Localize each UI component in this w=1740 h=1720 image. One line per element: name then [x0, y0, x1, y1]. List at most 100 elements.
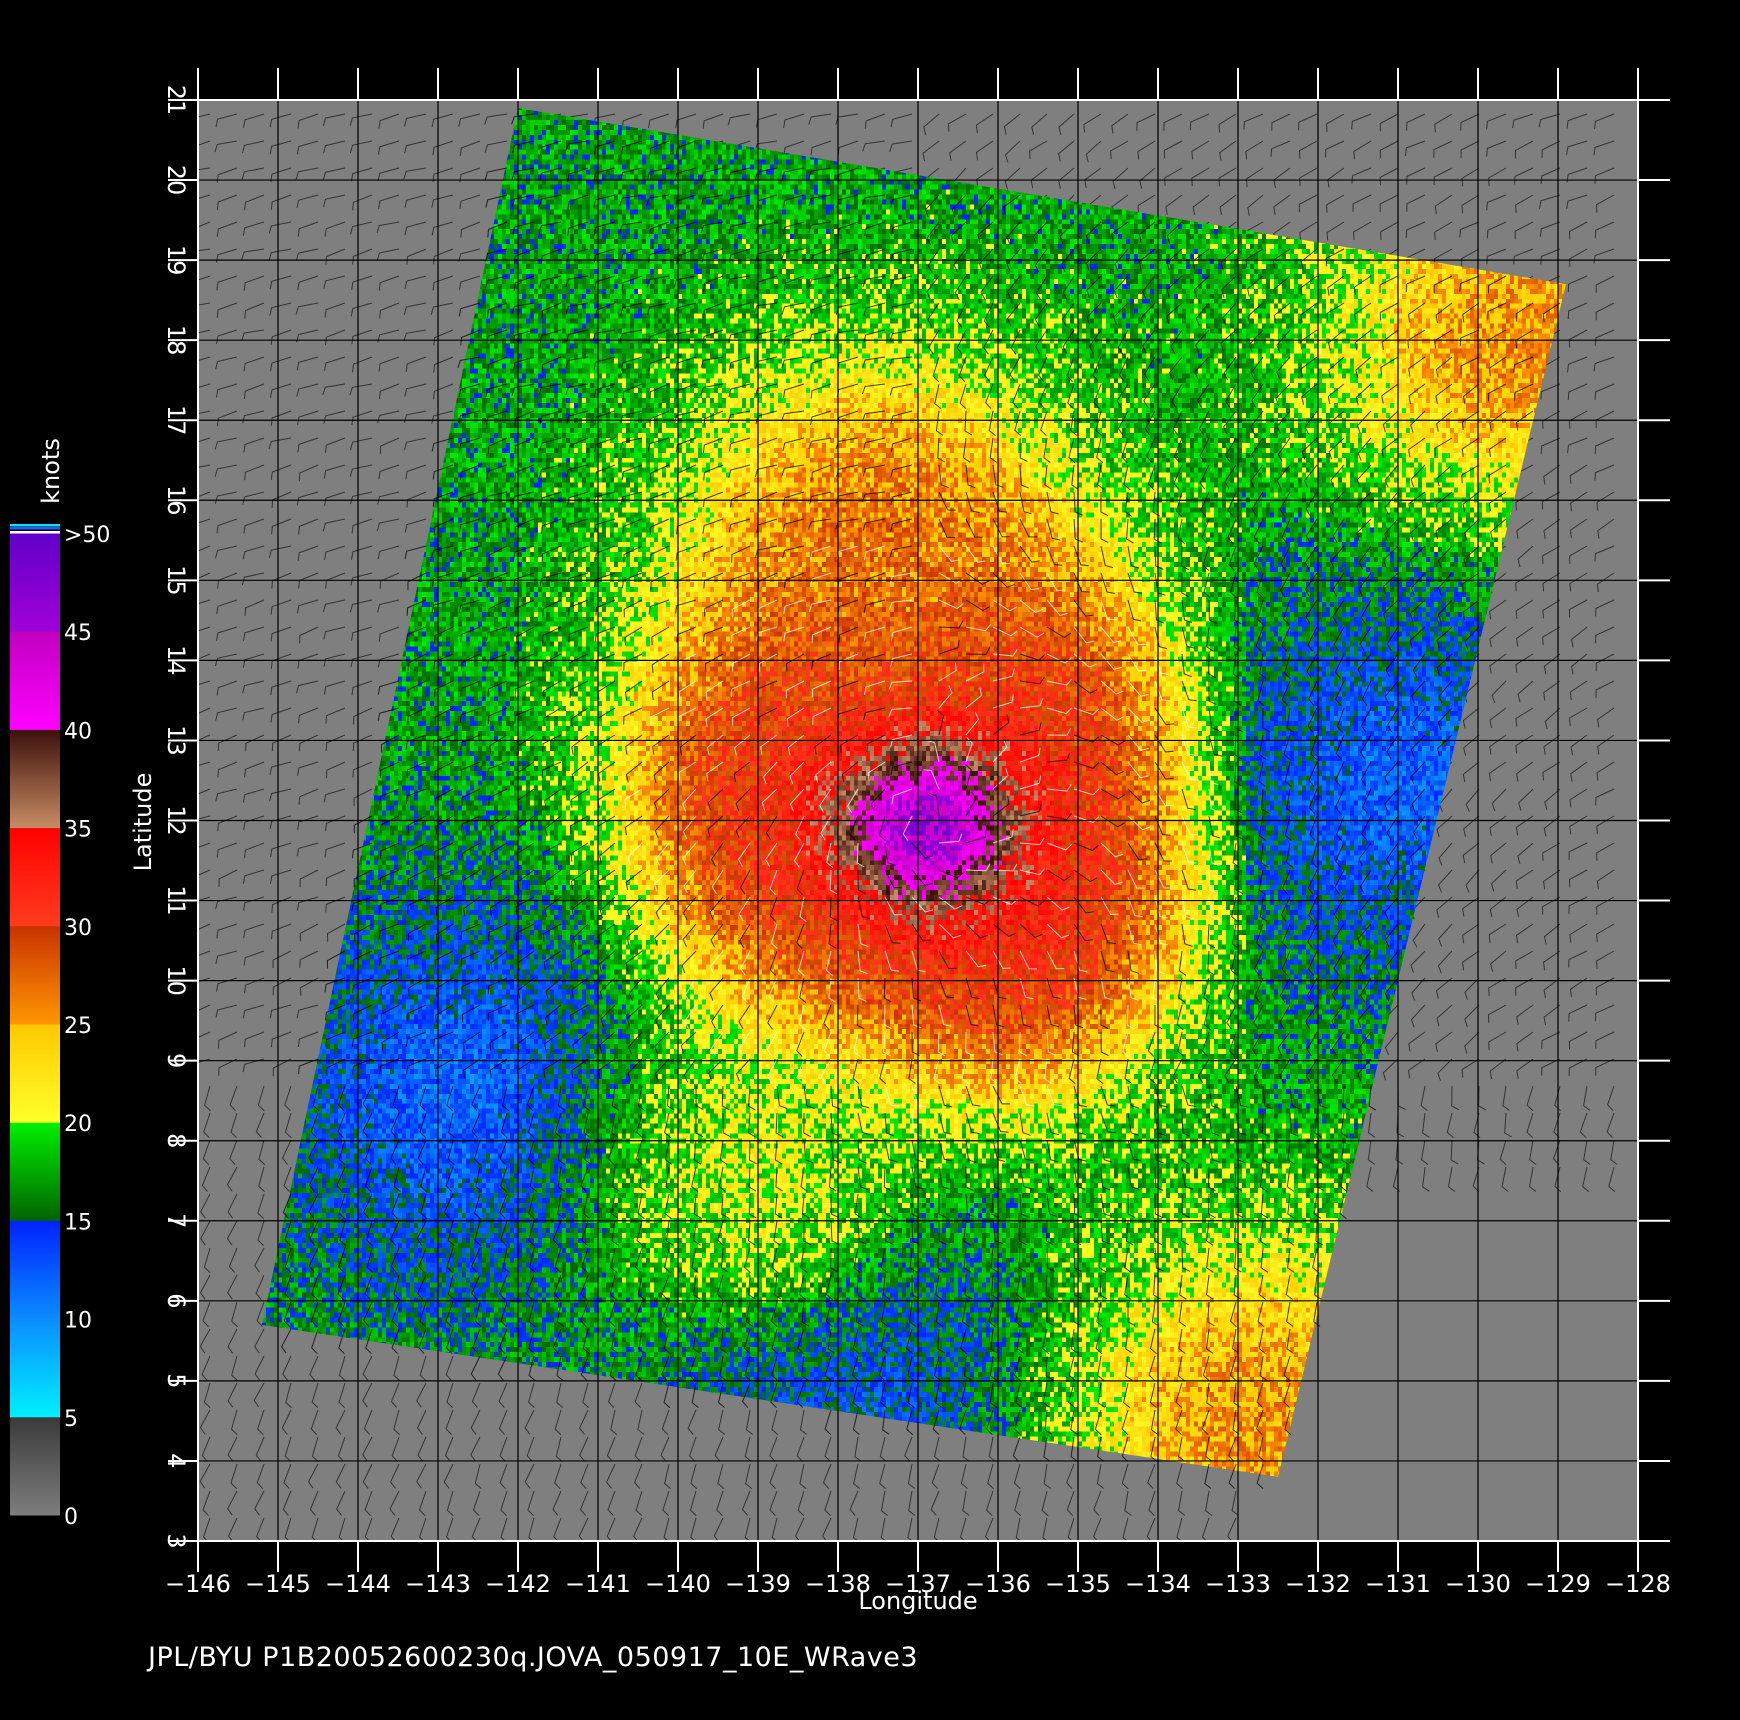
- wind-barb: [956, 302, 967, 328]
- wind-barb: [1096, 1058, 1104, 1084]
- wind-barb: [890, 734, 913, 748]
- wind-barb: [1255, 626, 1264, 652]
- wind-barb: [1124, 1490, 1132, 1516]
- wind-barb: [405, 1031, 427, 1048]
- wind-barb: [407, 869, 427, 888]
- wind-barb: [738, 1031, 751, 1056]
- wind-barb: [1061, 248, 1075, 273]
- wind-barb: [1073, 707, 1100, 716]
- wind-barb: [1608, 1166, 1616, 1193]
- wind-barb: [1286, 788, 1294, 814]
- wind-barb: [1332, 923, 1345, 948]
- wind-barb: [938, 1004, 952, 1027]
- wind-barb: [611, 1328, 619, 1354]
- wind-barb: [338, 1355, 346, 1382]
- wind-barb: [539, 572, 562, 587]
- wind-barb: [1181, 599, 1193, 624]
- wind-barb: [1301, 383, 1318, 405]
- wind-barb: [227, 1328, 238, 1354]
- wind-barb: [661, 1409, 670, 1436]
- wind-barb: [1046, 1139, 1059, 1163]
- wind-barb: [1151, 1301, 1160, 1327]
- wind-barb: [929, 792, 940, 817]
- wind-barb: [1380, 221, 1399, 240]
- wind-barb: [539, 437, 562, 452]
- wind-barb: [1059, 221, 1075, 245]
- wind-barb: [1543, 734, 1561, 755]
- wind-barb: [1013, 1463, 1021, 1490]
- wind-barb: [965, 663, 985, 682]
- wind-barb: [1124, 1058, 1132, 1084]
- wind-barb: [1260, 842, 1269, 868]
- wind-barb: [1218, 113, 1237, 133]
- wind-barb: [1100, 1085, 1116, 1107]
- wind-barb: [1569, 977, 1588, 998]
- wind-barb: [567, 491, 589, 506]
- wind-barb: [1461, 950, 1480, 971]
- wind-barb: [1208, 681, 1217, 706]
- wind-barb: [1515, 734, 1534, 754]
- wind-barb: [377, 599, 400, 613]
- wind-barb: [1486, 140, 1507, 157]
- wind-barb: [975, 140, 994, 161]
- wind-barb: [460, 923, 481, 940]
- wind-barb: [857, 1166, 869, 1191]
- wind-barb: [935, 1382, 943, 1408]
- wind-barb: [1255, 923, 1264, 950]
- wind-barb: [243, 626, 265, 641]
- wind-barb: [323, 788, 346, 803]
- wind-barb: [270, 383, 292, 398]
- wind-barb: [680, 1031, 697, 1054]
- wind-barb: [719, 1139, 728, 1165]
- wind-barb: [1567, 275, 1588, 293]
- wind-barb: [541, 302, 562, 319]
- wind-barb: [862, 356, 886, 368]
- wind-barb: [1360, 599, 1372, 625]
- wind-barb: [1435, 1031, 1453, 1052]
- wind-barb: [499, 1193, 508, 1219]
- wind-barb: [459, 275, 481, 290]
- wind-barb: [485, 275, 508, 289]
- wind-barb: [1230, 1301, 1237, 1328]
- wind-barb: [609, 1355, 617, 1381]
- wind-barb: [1354, 302, 1372, 323]
- wind-barb: [458, 113, 481, 127]
- colorbar-bin: [10, 1220, 60, 1320]
- wind-barb: [810, 248, 832, 264]
- wind-barb: [810, 140, 832, 156]
- wind-barb: [797, 1328, 805, 1355]
- wind-barb: [1166, 221, 1183, 244]
- wind-barb: [1208, 707, 1220, 731]
- colorbar-label: 45: [64, 621, 92, 646]
- wind-barb: [272, 1058, 292, 1077]
- wind-barb: [1434, 437, 1453, 457]
- wind-barb: [663, 1382, 671, 1409]
- wind-barb: [1251, 437, 1264, 462]
- wind-barb: [1300, 275, 1318, 296]
- wind-barb: [607, 1490, 616, 1516]
- wind-barb: [555, 1436, 563, 1462]
- wind-barb: [1516, 1004, 1534, 1025]
- wind-barb: [489, 842, 508, 862]
- wind-barb: [1073, 1004, 1084, 1029]
- wind-barb: [1594, 221, 1615, 239]
- wind-barb: [1305, 599, 1318, 624]
- wind-barb: [661, 1274, 670, 1300]
- wind-barb: [1541, 1058, 1561, 1076]
- wind-barb: [1583, 1085, 1591, 1111]
- wind-barb: [1366, 1166, 1374, 1192]
- wind-barb: [619, 194, 643, 206]
- wind-barb: [1125, 1220, 1134, 1246]
- wind-barb: [989, 1355, 998, 1381]
- wind-barb: [1148, 1355, 1156, 1382]
- wind-barb: [1147, 1463, 1156, 1489]
- wind-barb: [376, 221, 400, 234]
- wind-barb: [890, 194, 913, 208]
- wind-barb: [854, 1193, 863, 1219]
- wind-barb: [1489, 707, 1507, 729]
- wind-barb: [857, 896, 871, 920]
- wind-barb: [728, 518, 751, 533]
- wind-barb: [1100, 599, 1116, 621]
- wind-barb: [513, 275, 535, 291]
- wind-barb: [244, 302, 265, 319]
